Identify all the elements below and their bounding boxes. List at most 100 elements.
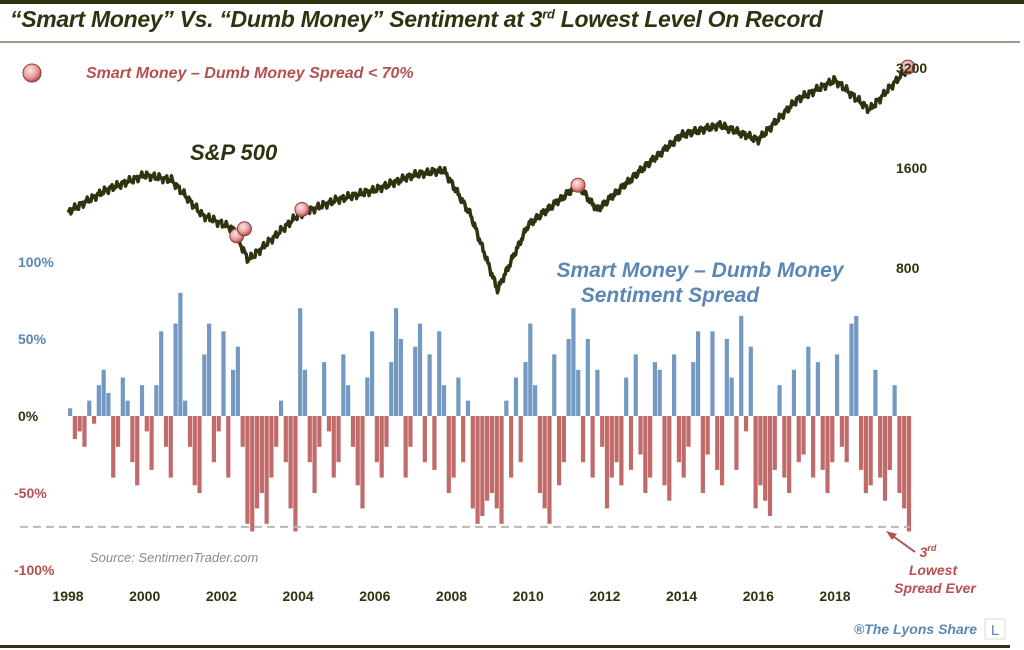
positive-spread-bar [302, 369, 308, 416]
negative-spread-bar [715, 416, 720, 470]
spread-label-line2: Sentiment Spread [581, 284, 761, 307]
negative-spread-bar [331, 416, 336, 478]
negative-spread-bar [269, 416, 274, 478]
negative-spread-bar [686, 416, 691, 447]
annotation-line3: Spread Ever [894, 580, 977, 596]
negative-spread-bar [82, 416, 87, 447]
negative-spread-bar [240, 416, 245, 447]
negative-spread-bar [811, 416, 816, 478]
negative-spread-bar [72, 416, 77, 440]
negative-spread-bar [643, 416, 648, 493]
x-axis-tick-label: 2018 [819, 588, 850, 604]
x-axis-tick-label: 2006 [359, 588, 390, 604]
negative-spread-bar [882, 416, 888, 501]
x-axis-tick-label: 2014 [666, 588, 697, 604]
positive-spread-bar [393, 308, 399, 416]
negative-spread-bar [489, 416, 495, 493]
negative-spread-bar [787, 416, 792, 493]
negative-spread-bar [772, 416, 777, 470]
positive-spread-bar [398, 339, 403, 416]
negative-spread-bar [317, 416, 322, 447]
negative-spread-bar [111, 416, 116, 478]
negative-spread-bar [561, 416, 566, 463]
positive-spread-bar [437, 331, 442, 416]
negative-spread-bar [734, 416, 739, 470]
positive-spread-bar [235, 346, 240, 416]
negative-spread-bar [600, 416, 605, 447]
arrow-head-icon [886, 531, 897, 540]
annotation-line1: 3rd [920, 543, 937, 560]
negative-spread-bar [149, 416, 154, 470]
positive-spread-bar [154, 385, 159, 416]
positive-spread-bar [125, 400, 130, 416]
negative-spread-bar [676, 416, 681, 463]
spread-bars [68, 292, 912, 532]
positive-spread-bar [322, 362, 327, 416]
negative-spread-bar [384, 416, 389, 447]
negative-spread-bar [609, 416, 614, 478]
negative-spread-bar [197, 416, 202, 493]
positive-spread-bar [221, 331, 226, 416]
negative-spread-bar [283, 416, 288, 463]
positive-spread-bar [207, 323, 212, 416]
positive-spread-bar [777, 385, 782, 416]
positive-spread-bar [691, 362, 696, 416]
positive-spread-bar [106, 392, 111, 416]
negative-spread-bar [259, 416, 264, 493]
negative-spread-bar [839, 416, 844, 447]
positive-spread-bar [120, 377, 125, 416]
negative-spread-bar [518, 416, 523, 463]
sp500-label: S&P 500 [190, 140, 278, 165]
positive-spread-bar [657, 369, 662, 416]
x-axis-tick-label: 2012 [589, 588, 620, 604]
legend-marker-icon [22, 63, 42, 83]
negative-spread-bar [192, 416, 197, 486]
negative-spread-bar [485, 416, 490, 501]
positive-spread-bar [456, 377, 461, 416]
positive-spread-bar [849, 323, 854, 416]
negative-spread-bar [91, 416, 97, 424]
x-axis-tick-label: 2004 [283, 588, 314, 604]
positive-spread-bar [341, 354, 346, 416]
positive-spread-bar [595, 369, 600, 416]
signal-marker-icon [570, 177, 586, 193]
negative-spread-bar [480, 416, 485, 517]
negative-spread-bar [902, 416, 907, 509]
negative-spread-bar [580, 416, 586, 463]
negative-spread-bar [226, 416, 231, 478]
negative-spread-bar [638, 416, 643, 455]
title-divider [0, 41, 1020, 43]
negative-spread-bar [782, 416, 787, 478]
negative-spread-bar [542, 416, 547, 509]
positive-spread-bar [624, 377, 629, 416]
positive-spread-bar [513, 377, 519, 416]
negative-spread-bar [245, 416, 250, 524]
negative-spread-bar [767, 416, 773, 517]
right-axis-tick-label: 3200 [896, 60, 927, 76]
positive-spread-bar [178, 292, 183, 416]
negative-spread-bar [288, 416, 293, 509]
positive-spread-bar [370, 331, 375, 416]
negative-spread-bar [163, 416, 169, 447]
positive-spread-bar [389, 362, 394, 416]
positive-spread-bar [652, 362, 658, 416]
positive-spread-bar [576, 369, 581, 416]
signal-marker-icon [294, 202, 310, 218]
negative-spread-bar [408, 416, 413, 447]
positive-spread-bar [835, 354, 840, 416]
right-axis-tick-label: 1600 [896, 160, 927, 176]
positive-spread-bar [183, 400, 188, 416]
bottom-border [0, 645, 1010, 648]
positive-spread-bar [278, 400, 284, 416]
negative-spread-bar [211, 416, 217, 463]
positive-spread-bar [892, 385, 897, 416]
left-axis-tick-label: -50% [14, 485, 47, 501]
negative-spread-bar [619, 416, 624, 486]
positive-spread-bar [552, 354, 557, 416]
positive-spread-bar [739, 315, 744, 416]
negative-spread-bar [216, 416, 221, 432]
positive-spread-bar [101, 369, 106, 416]
negative-spread-bar [628, 416, 634, 470]
positive-spread-bar [230, 369, 236, 416]
